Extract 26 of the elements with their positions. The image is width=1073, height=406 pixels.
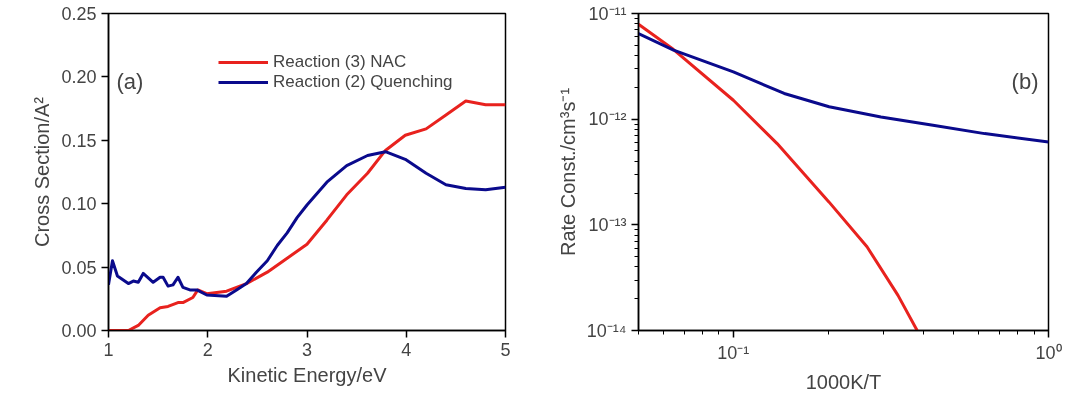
x-tick-label: 10⁻¹ — [717, 342, 750, 363]
x-tick-label: 5 — [500, 339, 511, 360]
line-series — [108, 150, 506, 298]
y-tick-label: 0.25 — [61, 4, 97, 24]
annotation: (b) — [1011, 68, 1039, 94]
y-tick-label: 0.00 — [61, 321, 97, 341]
legend-label: Reaction (2) Quenching — [273, 72, 453, 92]
annotation: (a) — [116, 68, 144, 94]
y-axis-title: Rate Const./cm³s⁻¹ — [556, 87, 579, 257]
x-axis-title: 1000K/T — [805, 370, 882, 393]
y-tick-label: 10⁻¹⁴ — [586, 320, 627, 341]
x-axis-title: Kinetic Energy/eV — [227, 363, 388, 386]
x-tick-label: 2 — [202, 339, 213, 360]
x-tick-label: 10⁰ — [1035, 342, 1062, 363]
y-tick-label: 10⁻¹¹ — [588, 3, 627, 24]
x-tick-label: 4 — [401, 339, 412, 360]
x-tick-label: 1 — [103, 339, 114, 360]
y-tick-label: 10⁻¹³ — [588, 214, 627, 235]
y-tick-label: 0.20 — [61, 67, 97, 88]
legend-label: Reaction (3) NAC — [273, 52, 407, 72]
y-axis-title: Cross Section/A² — [31, 96, 54, 248]
x-tick-label: 3 — [301, 339, 313, 360]
y-tick-label: 0.05 — [61, 257, 97, 278]
y-tick-label: 0.15 — [61, 130, 97, 151]
y-tick-label: 0.10 — [61, 194, 97, 215]
y-tick-label: 10⁻¹² — [588, 109, 627, 130]
